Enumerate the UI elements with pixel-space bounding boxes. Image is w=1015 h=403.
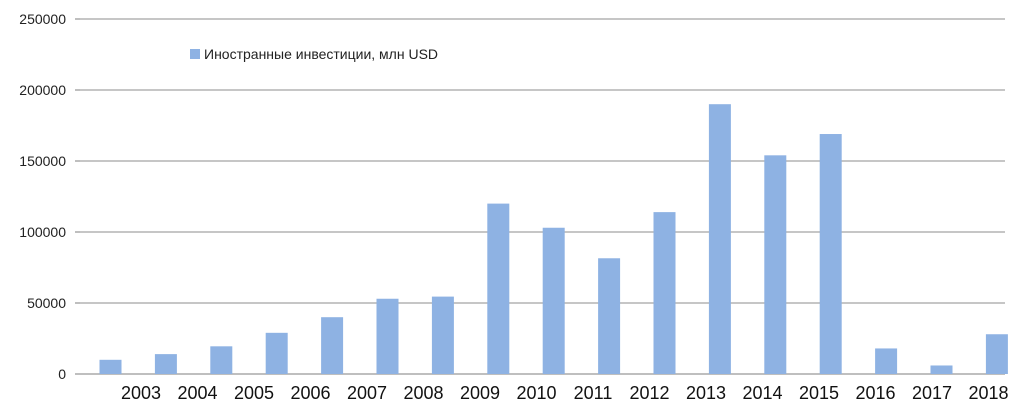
x-tick-label: 2018 (968, 383, 1008, 403)
x-tick-label: 2011 (574, 383, 613, 403)
bar (487, 203, 510, 374)
x-tick-label: 2005 (234, 383, 274, 403)
y-tick-label: 0 (58, 366, 66, 382)
y-tick-label: 250000 (19, 11, 66, 27)
x-tick-label: 2003 (121, 383, 161, 403)
bar (265, 332, 288, 374)
y-tick-label: 200000 (19, 82, 66, 98)
x-tick-label: 2016 (855, 383, 895, 403)
x-tick-label: 2004 (177, 383, 217, 403)
x-tick-label: 2010 (516, 383, 556, 403)
bar (985, 334, 1008, 374)
bar (542, 227, 565, 374)
y-tick-label: 150000 (19, 153, 66, 169)
x-tick-label: 2006 (290, 383, 330, 403)
x-tick-label: 2013 (686, 383, 726, 403)
bar (875, 348, 898, 374)
x-tick-label: 2009 (460, 383, 500, 403)
x-tick-label: 2012 (629, 383, 669, 403)
bar (764, 155, 787, 374)
bar (210, 346, 233, 374)
gridlines (80, 18, 1005, 375)
bar (376, 298, 399, 374)
x-tick-label: 2017 (912, 383, 952, 403)
x-tick-label: 2007 (347, 383, 387, 403)
bar (154, 354, 177, 374)
x-tick-label: 2008 (403, 383, 443, 403)
bar (708, 104, 731, 374)
bar (431, 296, 454, 374)
bars (99, 104, 1008, 374)
legend-label: Иностранные инвестиции, млн USD (204, 46, 438, 62)
bar (819, 134, 842, 374)
legend: Иностранные инвестиции, млн USD (190, 46, 438, 62)
x-tick-label: 2014 (742, 383, 782, 403)
y-tick-label: 50000 (27, 295, 66, 311)
y-axis: 0 50000 100000 150000 200000 250000 (19, 11, 80, 382)
y-tick-label: 100000 (19, 224, 66, 240)
bar (930, 365, 953, 374)
bar (598, 258, 621, 374)
bar (321, 317, 344, 374)
x-tick-label: 2015 (799, 383, 839, 403)
legend-swatch (190, 49, 200, 59)
bar (99, 359, 122, 374)
x-axis: 2003 2004 2005 2006 2007 2008 2009 2010 2011 2012… (121, 383, 1009, 403)
bar (653, 212, 676, 374)
